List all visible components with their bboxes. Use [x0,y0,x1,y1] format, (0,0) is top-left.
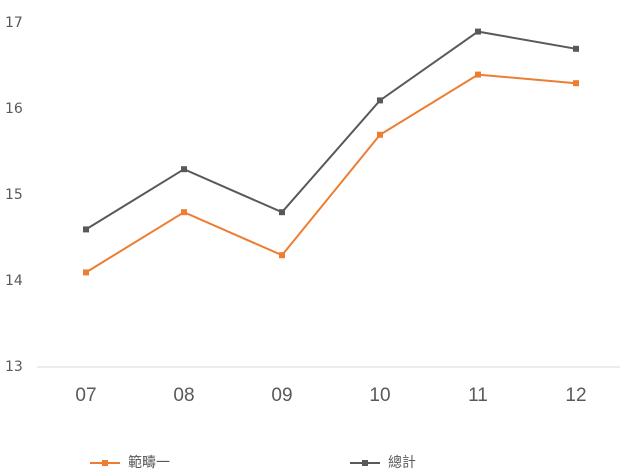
point [573,45,579,52]
x-tick-label: 08 [173,385,194,406]
legend-label: 總計 [388,454,416,471]
point [181,166,187,173]
point [181,209,187,216]
point [377,97,383,104]
x-tick-label: 11 [468,385,488,406]
legend-label: 範疇一 [128,454,170,471]
y-tick-label: 16 [5,101,23,117]
point [377,131,383,138]
point [279,209,285,216]
x-tick-label: 12 [565,385,586,406]
series-line [85,30,577,231]
point [475,71,481,78]
y-tick-label: 14 [5,273,23,289]
point [475,28,481,35]
y-tick-label: 13 [5,359,23,375]
point [83,269,89,276]
point [573,80,579,87]
x-tick-label: 10 [369,385,390,406]
legend-marker [102,460,108,466]
point [83,226,89,233]
point [279,252,285,259]
x-tick-label: 07 [75,385,96,406]
legend-marker [362,460,368,466]
y-tick-label: 15 [5,187,23,203]
series-line [85,73,577,274]
x-tick-label: 09 [271,385,292,406]
y-tick-label: 17 [5,15,23,31]
